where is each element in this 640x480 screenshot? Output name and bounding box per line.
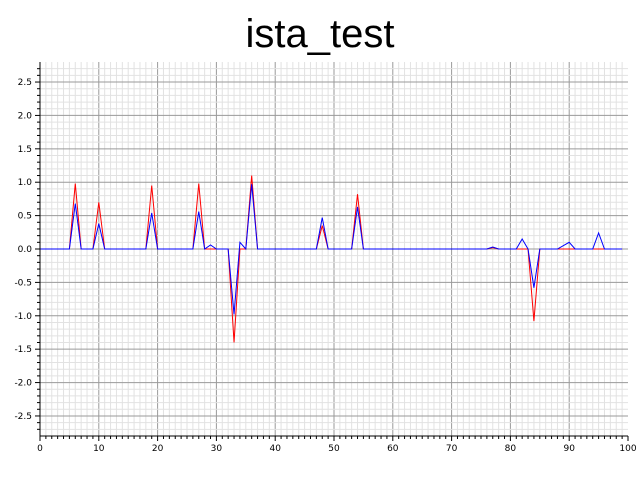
x-tick-label: 10 (93, 444, 105, 454)
series-line-2 (40, 184, 623, 315)
x-tick-label: 60 (387, 444, 399, 454)
y-tick-label: 1.5 (18, 145, 32, 155)
x-tick-label: 100 (619, 444, 636, 454)
y-tick-label: -1.0 (14, 312, 32, 322)
x-tick-label: 40 (269, 444, 281, 454)
y-tick-label: -1.5 (14, 345, 32, 355)
y-tick-label: 0.0 (18, 245, 33, 255)
y-tick-label: -2.5 (14, 412, 32, 422)
x-tick-label: 90 (563, 444, 575, 454)
x-tick-label: 80 (505, 444, 517, 454)
y-tick-label: 2.0 (18, 111, 33, 121)
series-group (40, 175, 623, 343)
x-tick-label: 50 (328, 444, 340, 454)
series-line-1 (40, 175, 623, 343)
chart-title: ista_test (245, 12, 395, 56)
x-tick-label: 0 (37, 444, 43, 454)
y-tick-label: 2.5 (18, 78, 32, 88)
y-tick-label: -0.5 (14, 278, 32, 288)
x-tick-label: 70 (446, 444, 458, 454)
axes: 0 10 20 30 40 50 60 70 80 90 100 2.5 2.0 1.5 1.0 0.5 0.0… (14, 62, 637, 454)
x-tick-label: 30 (211, 444, 223, 454)
x-tick-label: 20 (152, 444, 164, 454)
y-tick-label: -2.0 (14, 379, 32, 389)
y-tick-label: 0.5 (18, 212, 32, 222)
y-tick-label: 1.0 (18, 178, 33, 188)
